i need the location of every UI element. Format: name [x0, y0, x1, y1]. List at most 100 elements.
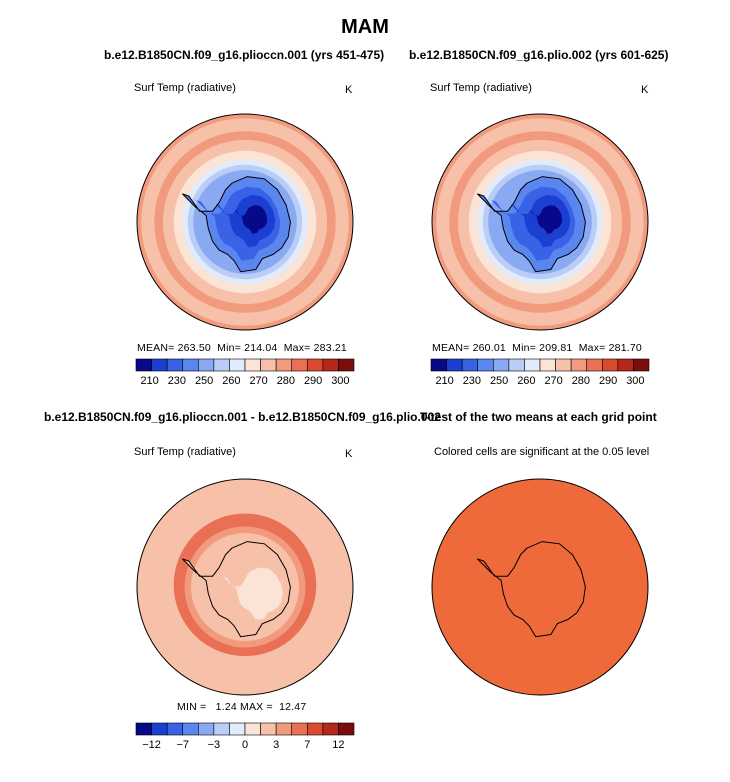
panel-1-colorbar-tick: 300: [331, 375, 349, 387]
panel-1-max-value: 283.21: [313, 342, 347, 354]
panel-2-colorbar-tick: 300: [626, 375, 644, 387]
panel-3-colorbar-box: [197, 722, 215, 736]
panel-2-colorbar-box: [477, 358, 494, 372]
panel-3-colorbar-box: [151, 722, 168, 736]
panel-1-colorbar-box: [306, 358, 324, 372]
panel-2-colorbar-box: [586, 358, 603, 372]
panel-2-colorbar-box: [430, 358, 447, 372]
panel-2-colorbar-tick: 230: [463, 375, 481, 387]
panel-4-title: T-test of the two means at each grid poi…: [420, 410, 657, 424]
panel-2-min-label: Min=: [512, 342, 537, 354]
panel-3-title: b.e12.B1850CN.f09_g16.plioccn.001 - b.e1…: [44, 410, 441, 424]
panel-2-coastline: [477, 176, 586, 273]
panel-3-colorbar-tick: 7: [304, 739, 310, 751]
panel-1-mean-value: 263.50: [177, 342, 211, 354]
panel-2-map: [432, 114, 648, 330]
panel-3-colorbar-box: [135, 722, 152, 736]
panel-3-colorbar-tick: 0: [242, 739, 248, 751]
panel-3-colorbar-box: [213, 722, 230, 736]
panel-1-land-contour: [234, 205, 268, 234]
panel-1-colorbar-box: [166, 358, 184, 372]
panel-1-colorbar: 210 230 250 260 270 280 290 300: [135, 358, 355, 387]
panel-2-colorbar-tick: 270: [544, 375, 562, 387]
panel-2-variable-label: Surf Temp (radiative): [430, 82, 532, 94]
panel-1-stats: MEAN= 263.50 Min= 214.04 Max= 283.21: [137, 342, 347, 354]
panel-2-max-label: Max=: [578, 342, 606, 354]
panel-2-colorbar-tick: 210: [435, 375, 453, 387]
panel-1-colorbar-box: [275, 358, 293, 372]
panel-1-colorbar-box: [197, 358, 215, 372]
panel-1-colorbar-box: [322, 358, 339, 372]
panel-3-colorbar-box: [291, 722, 308, 736]
panel-2-min-value: 209.81: [539, 342, 573, 354]
panel-2-colorbar-tick: 290: [599, 375, 617, 387]
panel-3-colorbar-tick: −3: [208, 739, 221, 751]
panel-3-colorbar-box: [244, 722, 261, 736]
panel-1-colorbar-box: [213, 358, 230, 372]
panel-1-min-label: Min=: [217, 342, 242, 354]
panel-2-map-border: [431, 113, 649, 331]
panel-3-units: K: [345, 448, 353, 460]
panel-2-colorbar-box: [617, 358, 634, 372]
panel-1-colorbar-tick: 270: [249, 375, 267, 387]
panel-3-colorbar-box: [306, 722, 324, 736]
panel-4-map-border: [431, 478, 649, 696]
panel-1-colorbar-box: [338, 358, 355, 372]
panel-1-variable-label: Surf Temp (radiative): [134, 82, 236, 94]
panel-4-note: Colored cells are significant at the 0.0…: [434, 446, 650, 458]
panel-2-colorbar-box: [446, 358, 463, 372]
panel-3-max-label: MAX =: [240, 701, 273, 713]
panel-2-colorbar-box: [461, 358, 479, 372]
panel-2-colorbar-box: [601, 358, 619, 372]
panel-2-colorbar-box: [492, 358, 510, 372]
panel-3-colorbar-box: [338, 722, 355, 736]
panel-3-colorbar-box: [229, 722, 246, 736]
panel-1-colorbar-box: [151, 358, 168, 372]
panel-3-variable-label: Surf Temp (radiative): [134, 446, 236, 458]
panel-2-colorbar-box: [555, 358, 572, 372]
panel-3-colorbar-tick: 3: [273, 739, 279, 751]
panel-3-stats: MIN = 1.24 MAX = 12.47: [177, 701, 306, 713]
panel-3-colorbar-box: [260, 722, 277, 736]
panel-1-colorbar-tick: 280: [277, 375, 295, 387]
panel-3-min-label: MIN =: [177, 701, 207, 713]
panel-1-map-border: [136, 113, 354, 331]
panel-3-colorbar-tick: 12: [332, 739, 344, 751]
panel-2-colorbar: 210 230 250 260 270 280 290 300: [430, 358, 650, 387]
panel-1-colorbar-tick: 250: [195, 375, 213, 387]
panel-3-min-value: 1.24: [215, 701, 237, 713]
panel-2-colorbar-box: [570, 358, 588, 372]
panel-1-max-label: Max=: [283, 342, 311, 354]
panel-1-colorbar-tick: 230: [168, 375, 186, 387]
panel-1-colorbar-box: [291, 358, 308, 372]
panel-3-colorbar-box: [275, 722, 293, 736]
panel-2-colorbar-box: [524, 358, 541, 372]
panel-2-max-value: 281.70: [608, 342, 642, 354]
panel-1-colorbar-tick: 210: [140, 375, 158, 387]
panel-2-mean-label: MEAN=: [432, 342, 470, 354]
panel-1-units: K: [345, 84, 353, 96]
panel-4-contour-band: [432, 479, 648, 695]
panel-1-colorbar-box: [135, 358, 152, 372]
panel-1-title: b.e12.B1850CN.f09_g16.plioccn.001 (yrs 4…: [104, 48, 385, 62]
panel-1-colorbar-box: [182, 358, 199, 372]
panel-3-land-contour: [223, 567, 283, 620]
panel-3-map: [137, 479, 353, 695]
panel-1-colorbar-tick: 290: [304, 375, 322, 387]
panel-3-colorbar-box: [166, 722, 184, 736]
panel-3-colorbar: −12 −7 −3 0 3 7 12: [135, 722, 355, 751]
panel-1-coastline: [182, 176, 291, 273]
panel-2-land-contour: [529, 205, 563, 234]
panel-3-colorbar-tick: −7: [176, 739, 189, 751]
panel-3-map-border: [136, 478, 354, 696]
panel-2-mean-value: 260.01: [472, 342, 506, 354]
panel-2-stats: MEAN= 260.01 Min= 209.81 Max= 281.70: [432, 342, 642, 354]
panel-1-min-value: 214.04: [244, 342, 278, 354]
panel-4-coastline: [477, 541, 586, 638]
panel-3-max-value: 12.47: [279, 701, 307, 713]
panel-4-map: [432, 479, 648, 695]
panel-2-colorbar-box: [508, 358, 525, 372]
panel-2-colorbar-tick: 260: [517, 375, 535, 387]
panel-2-colorbar-tick: 280: [572, 375, 590, 387]
